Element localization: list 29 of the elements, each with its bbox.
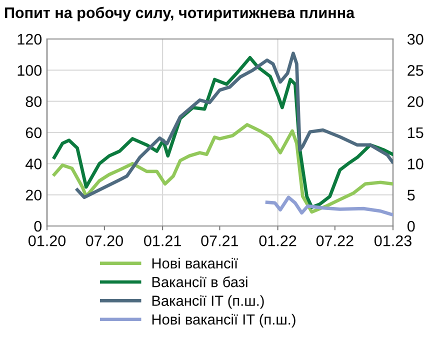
x-tick-label: 01.21: [144, 235, 181, 246]
y2-tick-label: 15: [408, 128, 424, 138]
y-tick-label: 100: [18, 65, 42, 76]
x-tick-label: 07.22: [316, 235, 354, 246]
y2-tick-label: 25: [408, 65, 424, 76]
y-tick-label: 120: [18, 34, 42, 45]
legend-label: Вакансії в базі: [152, 276, 248, 288]
line-series: [265, 196, 393, 216]
line-series: [76, 52, 393, 199]
y2-tick-label: 20: [408, 96, 424, 108]
x-tick-label: 01.23: [374, 235, 412, 246]
y-tick-label: 80: [26, 96, 42, 108]
y-tick-label: 20: [26, 190, 42, 201]
y2-tick-label: 10: [408, 158, 424, 170]
y2-tick-label: 30: [407, 34, 424, 45]
line-series: [52, 123, 393, 214]
x-tick-label: 01.22: [259, 235, 296, 246]
y-tick-label: 0: [34, 220, 42, 232]
y2-tick-label: 5: [408, 190, 415, 201]
legend-label: Нові вакансії: [152, 258, 238, 269]
x-tick-label: 07.21: [201, 235, 238, 246]
legend-label: Нові вакансії IT (п.ш.): [152, 314, 296, 328]
y-tick-label: 40: [26, 158, 42, 170]
y2-tick-label: 0: [407, 220, 415, 232]
y-tick-label: 60: [26, 127, 42, 138]
legend-label: Вакансії IT (п.ш.): [152, 295, 264, 309]
x-tick-label: 01.20: [28, 235, 66, 246]
chart-title: Попит на робочу силу, чотиритижнева плинна: [5, 6, 355, 22]
x-tick-label: 07.20: [86, 235, 123, 246]
